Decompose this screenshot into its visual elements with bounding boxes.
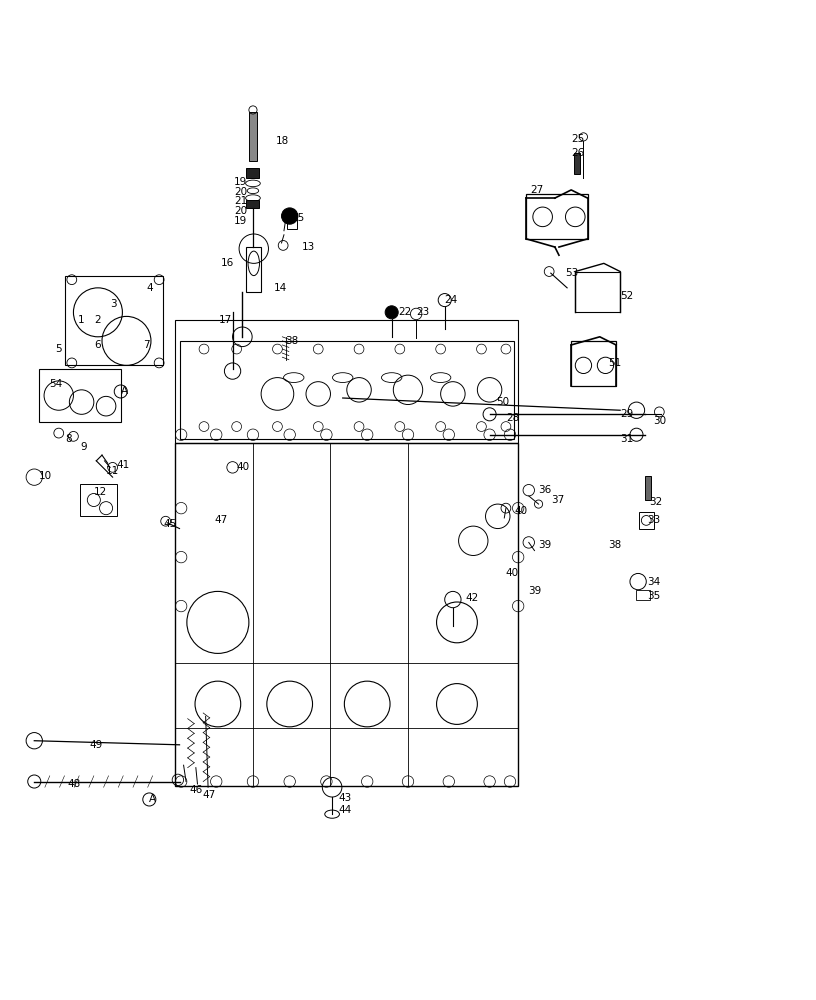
Text: 40: 40 [514,506,527,516]
Text: 15: 15 [292,213,305,223]
Text: A: A [121,386,128,396]
Text: 41: 41 [117,460,130,470]
Text: 24: 24 [445,295,458,305]
Text: 32: 32 [649,497,662,507]
Text: 22: 22 [398,307,411,317]
Text: 7: 7 [143,340,149,350]
Bar [574,153,580,174]
Text: 52: 52 [620,291,633,301]
Bar [246,168,259,178]
Bar [645,476,651,500]
Bar [175,443,518,786]
Text: 26: 26 [571,148,584,158]
Text: 49: 49 [90,740,103,750]
Bar [249,112,257,161]
Text: 18: 18 [276,136,289,146]
Text: 43: 43 [339,793,352,803]
Text: 28: 28 [506,413,519,423]
Text: 10: 10 [39,471,52,481]
Text: 51: 51 [608,358,621,368]
Text: 14: 14 [273,283,286,293]
Text: 40: 40 [237,462,250,472]
Text: 20: 20 [234,206,247,216]
Text: 38: 38 [286,336,299,346]
Text: 47: 47 [215,515,228,525]
Bar [246,200,259,208]
Text: 37: 37 [551,495,564,505]
Text: 45: 45 [163,519,176,529]
Text: 4: 4 [147,283,153,293]
Text: 34: 34 [647,577,660,587]
Bar [246,247,261,292]
Circle shape [282,208,298,224]
Text: 21: 21 [234,196,247,206]
Text: 20: 20 [234,187,247,197]
Text: 50: 50 [496,397,509,407]
Text: 17: 17 [219,315,232,325]
Bar [571,341,616,386]
Bar [287,213,297,229]
Bar [639,512,654,529]
Text: 3: 3 [110,299,117,309]
Text: 36: 36 [539,485,552,495]
Text: 40: 40 [506,568,519,578]
Bar [175,320,518,443]
Text: 25: 25 [571,134,584,144]
Bar [180,341,514,439]
Text: 31: 31 [620,434,633,444]
Text: 19: 19 [234,177,247,187]
Text: 1: 1 [78,315,84,325]
Text: 8: 8 [65,434,72,444]
Text: A: A [149,794,157,804]
Bar [526,194,588,239]
Text: 42: 42 [465,593,478,603]
Bar [80,484,117,516]
Text: 44: 44 [339,805,352,815]
Text: 29: 29 [620,409,633,419]
Bar [636,590,650,600]
Bar [65,276,163,365]
Text: 23: 23 [416,307,429,317]
Text: 39: 39 [528,586,541,596]
Text: 53: 53 [565,268,579,278]
Text: 30: 30 [653,416,666,426]
Text: 47: 47 [202,790,215,800]
Text: 16: 16 [220,258,233,268]
Text: 5: 5 [55,344,62,354]
Text: 19: 19 [234,216,247,226]
Text: 48: 48 [68,779,81,789]
Circle shape [385,306,398,319]
Text: 13: 13 [302,242,315,252]
Text: 46: 46 [189,785,202,795]
Bar [39,369,121,422]
Text: 39: 39 [539,540,552,550]
Text: 2: 2 [94,315,100,325]
Text: 54: 54 [49,379,62,389]
Text: 9: 9 [80,442,86,452]
Text: 12: 12 [94,487,107,497]
Text: 27: 27 [530,185,543,195]
Text: 35: 35 [647,591,660,601]
Text: 33: 33 [647,515,660,525]
Bar [575,272,620,312]
Text: 11: 11 [106,466,119,476]
Text: 6: 6 [94,340,100,350]
Text: 38: 38 [608,540,621,550]
